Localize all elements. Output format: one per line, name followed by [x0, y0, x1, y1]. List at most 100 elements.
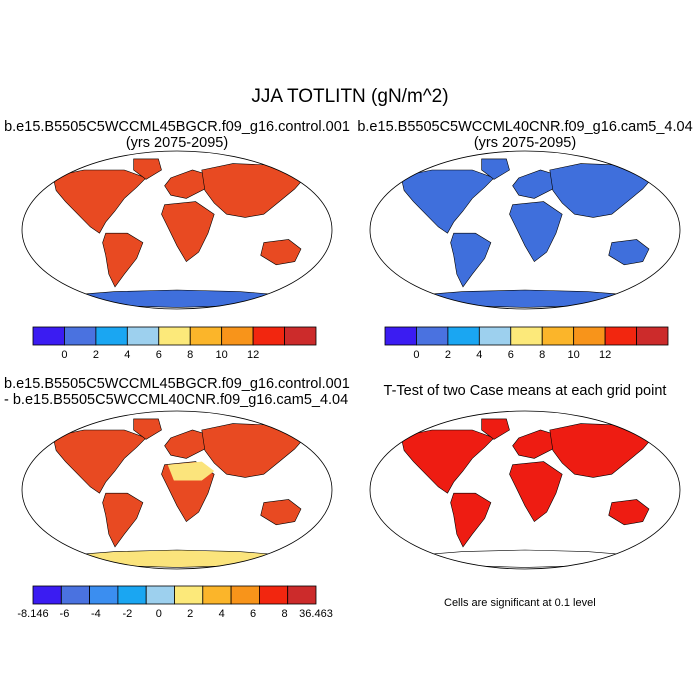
map3-europe	[164, 429, 209, 459]
panel2-colorbar: 0 2 4 6 8 10 12	[384, 326, 669, 361]
map1-europe	[164, 169, 209, 199]
cb1-swatch	[189, 326, 223, 346]
panel1-title-line2: (yrs 2075-2095)	[125, 135, 229, 151]
cb3-tick-label: -8.146	[17, 608, 48, 620]
panel3-colorbar: -8.146 -6 -4 -2 0 2 4 6 8 36.463	[17, 585, 333, 620]
cb2-tick-label: 6	[508, 349, 514, 361]
panel1-title-line1: b.e15.B5505C5WCCML45BGCR.f09_g16.control…	[4, 119, 350, 135]
map4-northAmerica	[400, 429, 495, 494]
cb1-swatch	[32, 326, 65, 346]
map3-desert	[167, 461, 215, 481]
cb3-swatch	[287, 585, 317, 605]
cb1-tick-label: 4	[124, 349, 130, 361]
cb2-tick-label: 2	[445, 349, 451, 361]
cb1-tick-label: 2	[93, 349, 99, 361]
map1-southAmerica	[102, 232, 144, 288]
cb3-swatch	[202, 585, 232, 605]
map3-greenland	[133, 418, 162, 440]
map4-greenland	[481, 418, 510, 440]
cb3-tick-label: 0	[156, 608, 162, 620]
map4-europe	[512, 429, 557, 459]
map2-africa	[509, 201, 563, 263]
map2-boundary	[369, 150, 681, 310]
panel3-title-line2: - b.e15.B5505C5WCCML40CNR.f09_g16.cam5_4…	[4, 392, 349, 408]
map1-australia	[260, 239, 302, 266]
cb3-tick-label: 2	[187, 608, 193, 620]
cb2-tick-label: 10	[568, 349, 580, 361]
panel2-title-line1: b.e15.B5505C5WCCML40CNR.f09_g16.cam5_4.0…	[357, 119, 693, 135]
cb3-swatch	[117, 585, 147, 605]
cb2-swatch	[510, 326, 543, 346]
cb3-tick-label: 8	[281, 608, 287, 620]
map3-boundary	[21, 410, 333, 570]
panel2-title: b.e15.B5505C5WCCML40CNR.f09_g16.cam5_4.0…	[352, 119, 698, 151]
cb3-tick-label: -6	[60, 608, 70, 620]
cb3-tick-label: 36.463	[299, 608, 333, 620]
figure-title: JJA TOTLITN (gN/m^2)	[251, 86, 449, 107]
map2-europe	[512, 169, 557, 199]
map3-australia	[260, 499, 302, 526]
panel2-title-line2: (yrs 2075-2095)	[473, 135, 577, 151]
map4-southAmerica	[450, 492, 492, 548]
cb1-tick-label: 0	[61, 349, 67, 361]
cb2-swatch	[541, 326, 575, 346]
cb2-tick-label: 12	[599, 349, 611, 361]
cb2-swatch	[573, 326, 606, 346]
cb2-swatch	[447, 326, 480, 346]
cb2-swatch	[416, 326, 449, 346]
map4-africa	[509, 461, 563, 523]
cb1-tick-label: 6	[156, 349, 162, 361]
panel1-map	[21, 150, 333, 310]
cb1-swatch	[284, 326, 317, 346]
map3-northAmerica	[52, 429, 147, 494]
cb2-swatch	[604, 326, 637, 346]
panel2-map	[369, 150, 681, 310]
panel3-map	[21, 410, 333, 570]
cb3-swatch	[174, 585, 204, 605]
panel4-map	[369, 410, 681, 570]
cb3-swatch	[258, 585, 289, 605]
cb2-swatch	[636, 326, 669, 346]
cb1-swatch	[95, 326, 128, 346]
cb3-swatch	[89, 585, 119, 605]
cb2-tick-label: 8	[539, 349, 545, 361]
map1-northAmerica	[52, 169, 147, 234]
panel1-colorbar: 0 2 4 6 8 10 12	[32, 326, 317, 361]
map3-southAmerica	[102, 492, 144, 548]
panel3-title-line1: b.e15.B5505C5WCCML45BGCR.f09_g16.control…	[4, 376, 350, 392]
cb1-tick-label: 10	[216, 349, 228, 361]
cb3-tick-label: 6	[250, 608, 256, 620]
cb1-swatch	[126, 326, 160, 346]
panel4-title-line1: T-Test of two Case means at each grid po…	[383, 383, 667, 399]
cb1-tick-label: 8	[187, 349, 193, 361]
map4-australia	[608, 499, 650, 526]
map1-boundary	[21, 150, 333, 310]
cb1-swatch	[252, 326, 285, 346]
cb3-tick-label: -4	[91, 608, 101, 620]
cb3-swatch	[60, 585, 90, 605]
panel3-title: b.e15.B5505C5WCCML45BGCR.f09_g16.control…	[4, 376, 350, 408]
panel4-title: T-Test of two Case means at each grid po…	[352, 383, 698, 399]
map2-northAmerica	[400, 169, 495, 234]
map4-boundary	[369, 410, 681, 570]
map1-africa	[161, 201, 215, 263]
cb3-swatch	[145, 585, 175, 605]
panel1-title: b.e15.B5505C5WCCML45BGCR.f09_g16.control…	[4, 119, 350, 151]
cb1-tick-label: 12	[247, 349, 259, 361]
map2-australia	[608, 239, 650, 266]
cb2-swatch	[384, 326, 417, 346]
cb1-swatch	[158, 326, 191, 346]
map1-greenland	[133, 158, 162, 180]
cb3-swatch	[230, 585, 260, 605]
map2-greenland	[481, 158, 510, 180]
map2-southAmerica	[450, 232, 492, 288]
cb2-swatch	[478, 326, 512, 346]
significance-note: Cells are significant at 0.1 level	[444, 597, 596, 609]
cb2-tick-label: 4	[476, 349, 482, 361]
cb3-tick-label: 4	[219, 608, 225, 620]
cb1-swatch	[64, 326, 97, 346]
cb2-tick-label: 0	[413, 349, 419, 361]
cb3-tick-label: -2	[122, 608, 132, 620]
cb1-swatch	[221, 326, 254, 346]
